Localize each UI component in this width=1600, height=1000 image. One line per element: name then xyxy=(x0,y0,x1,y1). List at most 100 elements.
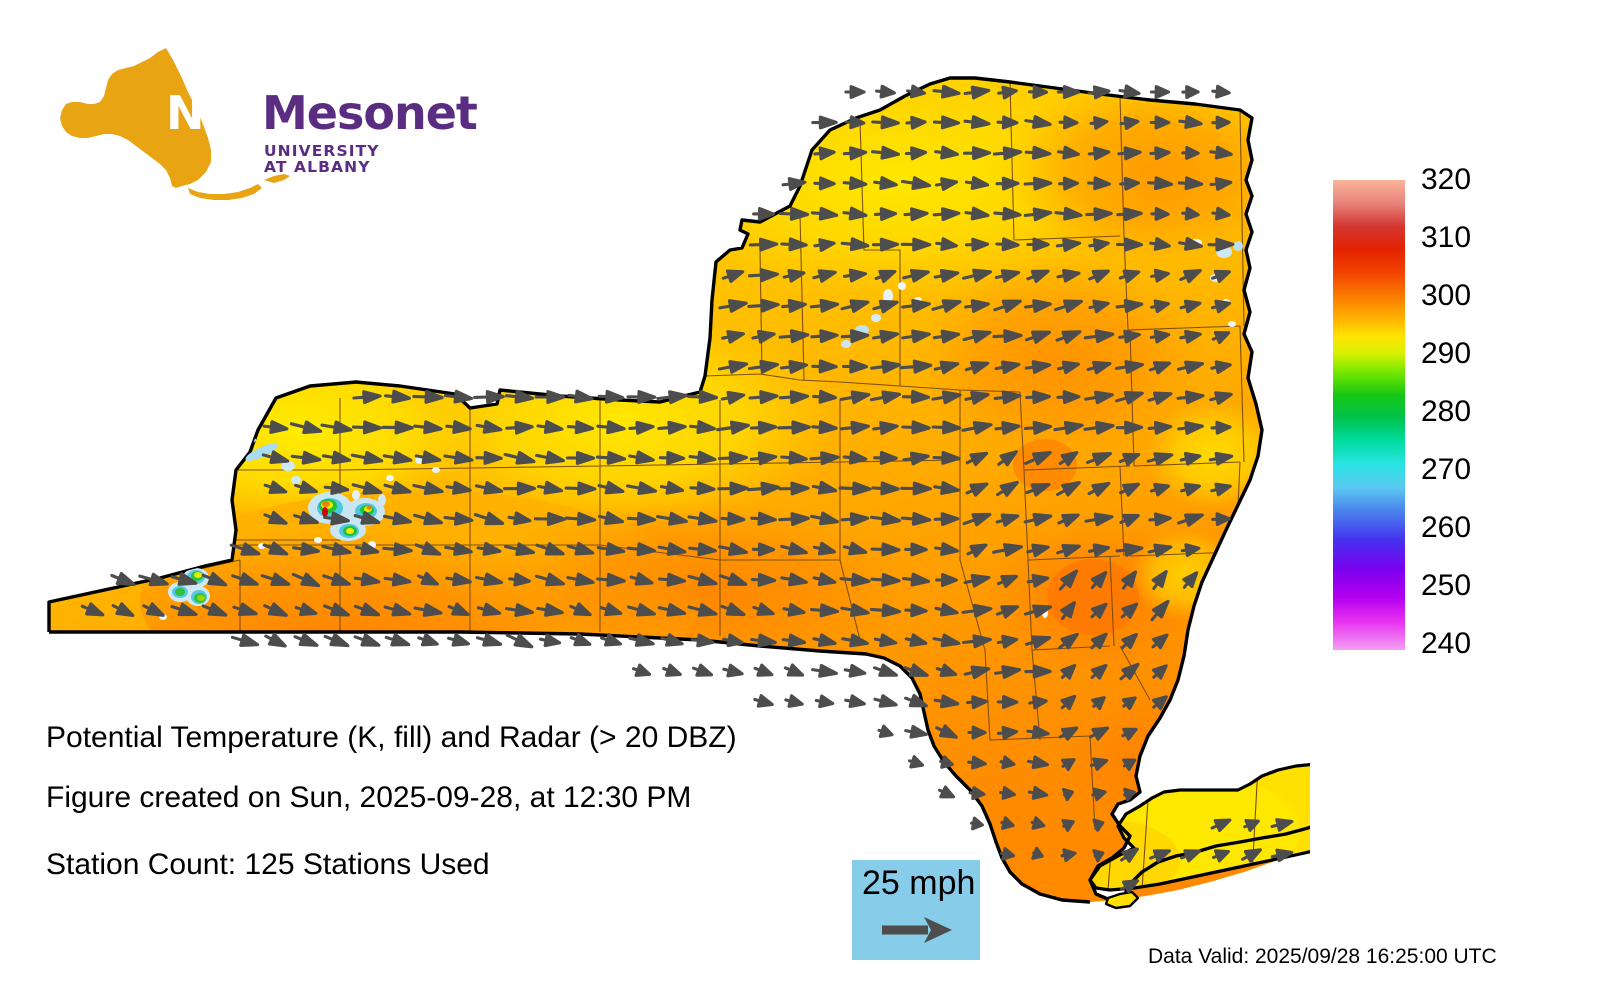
wind-arrow xyxy=(290,450,322,465)
wind-arrow xyxy=(902,268,930,283)
wind-arrow xyxy=(170,572,198,586)
wind-arrow xyxy=(1023,512,1053,527)
wind-arrow xyxy=(1054,206,1083,221)
wind-arrow xyxy=(844,85,866,99)
wind-arrow xyxy=(873,694,898,708)
wind-arrow xyxy=(626,390,657,404)
wind-arrow xyxy=(1057,360,1080,375)
wind-arrow xyxy=(597,389,625,404)
wind-arrow xyxy=(689,420,716,435)
wind-arrow xyxy=(932,633,961,648)
wind-arrow xyxy=(961,420,993,435)
wind-arrow xyxy=(293,632,319,647)
wind-arrow xyxy=(382,542,413,557)
wind-arrow xyxy=(1177,176,1204,191)
wind-arrow xyxy=(1115,391,1144,405)
wind-arrow xyxy=(1091,787,1107,802)
wind-arrow xyxy=(810,329,839,344)
wind-vector-field xyxy=(80,84,1294,894)
wind-arrow xyxy=(904,542,928,557)
wind-arrow xyxy=(1058,632,1079,650)
wind-arrow xyxy=(842,206,868,221)
wind-arrow xyxy=(934,177,959,191)
wind-arrow xyxy=(1149,482,1171,497)
wind-arrow xyxy=(933,268,960,283)
wind-arrow xyxy=(811,115,838,130)
wind-arrow xyxy=(994,421,1021,435)
wind-arrow xyxy=(262,541,289,556)
wind-arrow xyxy=(413,603,443,617)
wind-arrow xyxy=(628,450,655,465)
wind-arrow xyxy=(900,511,932,526)
wind-arrow xyxy=(901,329,931,344)
wind-arrow xyxy=(964,299,990,313)
wind-arrow xyxy=(933,481,960,495)
logo-mesonet-text: Mesonet xyxy=(262,86,478,140)
wind-arrow xyxy=(840,420,870,435)
wind-arrow xyxy=(1147,391,1173,405)
wind-arrow xyxy=(1023,604,1053,619)
wind-arrow xyxy=(748,390,779,405)
wind-arrow xyxy=(691,663,714,677)
colorbar-tick-300: 300 xyxy=(1421,279,1472,313)
wind-arrow xyxy=(1026,543,1050,558)
wind-arrow xyxy=(907,755,925,769)
wind-arrow xyxy=(1026,755,1050,770)
wind-arrow xyxy=(871,115,900,130)
wind-arrow xyxy=(473,390,505,404)
wind-arrow xyxy=(1148,512,1172,527)
wind-arrow xyxy=(1061,819,1075,832)
wind-arrow xyxy=(1208,451,1234,466)
wind-arrow xyxy=(993,390,1022,405)
wind-arrow xyxy=(870,572,901,587)
wind-arrow xyxy=(1024,299,1052,313)
wind-arrow xyxy=(904,693,928,708)
wind-arrow xyxy=(777,420,811,435)
wind-arrow xyxy=(261,450,290,464)
wind-arrow xyxy=(656,390,688,405)
wind-arrow xyxy=(1030,816,1046,830)
wind-arrow xyxy=(294,480,318,495)
wind-arrow xyxy=(995,176,1020,191)
wind-arrow xyxy=(1023,176,1053,191)
wind-arrow xyxy=(993,299,1022,313)
wind-arrow xyxy=(1151,664,1168,680)
logo-nys-text: NYS xyxy=(166,86,269,140)
wind-arrow xyxy=(811,420,838,435)
wind-arrow xyxy=(840,237,870,252)
wind-arrow xyxy=(779,359,809,374)
wind-arrow xyxy=(904,146,928,161)
wind-arrow xyxy=(780,450,808,465)
wind-arrow xyxy=(966,543,988,558)
wind-arrow xyxy=(904,724,928,739)
wind-arrow xyxy=(809,451,840,466)
colorbar-tick-320: 320 xyxy=(1421,163,1472,196)
wind-arrow xyxy=(963,85,991,100)
wind-arrow xyxy=(383,572,412,587)
wind-arrow xyxy=(721,269,745,283)
wind-arrow xyxy=(1119,879,1140,894)
wind-arrow xyxy=(201,571,228,587)
wind-arrow xyxy=(811,480,838,495)
wind-arrow xyxy=(447,602,470,616)
wind-arrow xyxy=(1028,695,1048,710)
wind-arrow xyxy=(412,511,444,526)
wind-arrow xyxy=(1026,237,1050,252)
colorbar-tick-280: 280 xyxy=(1421,395,1472,429)
wind-arrow xyxy=(747,268,780,283)
wind-arrow xyxy=(752,602,775,616)
wind-arrow xyxy=(902,451,930,466)
wind-arrow xyxy=(841,359,869,374)
wind-arrow xyxy=(351,481,383,495)
wind-arrow xyxy=(536,603,564,617)
wind-arrow xyxy=(536,480,564,495)
wind-arrow xyxy=(1114,360,1145,374)
wind-arrow xyxy=(963,573,991,588)
wind-arrow xyxy=(596,542,626,556)
wind-arrow xyxy=(229,542,261,556)
wind-arrow xyxy=(753,663,774,677)
wind-arrow xyxy=(1243,818,1260,832)
wind-arrow xyxy=(1270,818,1294,832)
radar-cluster-chautauqua xyxy=(159,568,210,620)
wind-arrow xyxy=(966,695,988,710)
